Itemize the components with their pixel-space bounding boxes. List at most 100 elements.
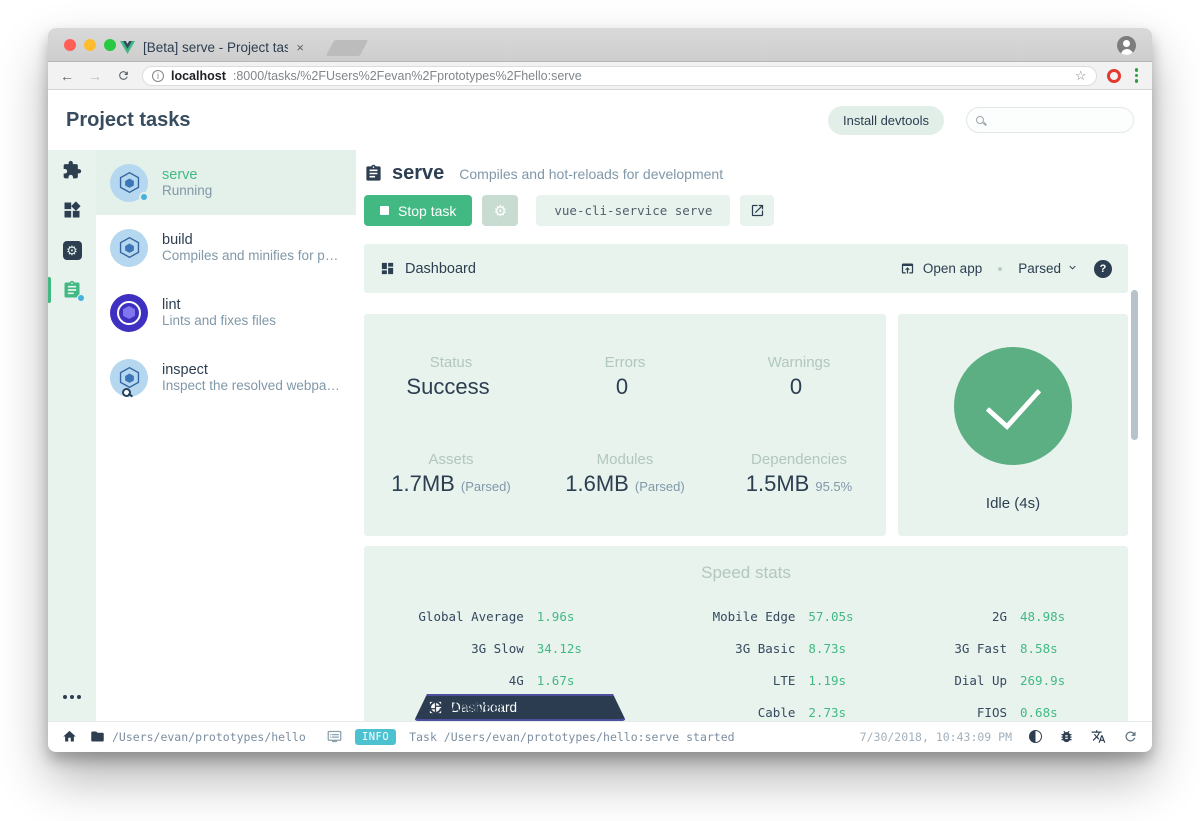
profile-icon[interactable] (1117, 36, 1136, 55)
timestamp: 7/30/2018, 10:43:09 PM (860, 730, 1012, 744)
page-title: Project tasks (66, 109, 828, 132)
task-item[interactable]: serve Running (96, 150, 356, 215)
url-path: :8000/tasks/%2FUsers%2Fevan%2Fprototypes… (233, 69, 1068, 83)
sidebar-item-tasks[interactable] (48, 270, 96, 310)
stat-value: 1.6MB (565, 471, 629, 497)
stat-cell: Status Success (364, 328, 538, 425)
task-settings-button[interactable] (482, 195, 518, 226)
dark-mode-icon[interactable] (1029, 730, 1042, 743)
page-info-icon[interactable] (152, 70, 164, 82)
running-status-dot (139, 192, 149, 202)
speed-stat-value: 2.73s (808, 705, 870, 720)
home-button[interactable] (62, 729, 77, 744)
speed-stat-label: 2G (910, 609, 1007, 624)
speed-stat-item: Dial Up 269.9s (910, 673, 1082, 688)
task-name: lint (162, 297, 276, 313)
tab-label: Analyzer (451, 700, 504, 715)
speed-stat-item: 3G Slow 34.12s (410, 641, 599, 656)
speed-stat-value: 1.96s (537, 609, 599, 624)
webpack-icon (117, 365, 142, 390)
close-window-button[interactable] (64, 39, 76, 51)
dashboard-title: Dashboard (405, 261, 476, 277)
stat-cell: Modules 1.6MB (Parsed) (538, 425, 712, 522)
idle-label: Idle (4s) (986, 495, 1040, 512)
reload-button[interactable] (114, 69, 132, 82)
back-button[interactable] (58, 68, 76, 84)
app-header: Project tasks Install devtools (48, 90, 1152, 150)
folder-icon (90, 729, 105, 744)
log-console-icon[interactable] (319, 729, 342, 744)
extension-icon[interactable] (1107, 69, 1121, 83)
browser-menu-icon[interactable] (1131, 66, 1143, 85)
minimize-window-button[interactable] (84, 39, 96, 51)
scrollbar-thumb[interactable] (1131, 290, 1138, 440)
eslint-icon (117, 301, 141, 325)
bookmark-star-icon[interactable] (1075, 68, 1087, 84)
url-host: localhost (171, 69, 226, 83)
refresh-button[interactable] (1123, 729, 1138, 744)
speed-stat-label: FIOS (910, 705, 1007, 720)
open-app-button[interactable]: Open app (900, 261, 982, 276)
stat-label: Errors (605, 354, 646, 371)
speed-stat-label: 4G (410, 673, 524, 688)
help-icon[interactable] (1094, 260, 1112, 278)
speed-stat-label: Dial Up (910, 673, 1007, 688)
stat-cell: Dependencies 1.5MB 95.5% (712, 425, 886, 522)
task-name: build (162, 232, 338, 248)
bug-report-button[interactable] (1059, 729, 1074, 744)
speed-stat-value: 34.12s (537, 641, 599, 656)
task-command: vue-cli-service serve (536, 195, 730, 226)
task-icon (110, 164, 148, 202)
stop-task-button[interactable]: Stop task (364, 195, 472, 226)
refresh-icon (1123, 729, 1138, 744)
running-task-dot (77, 294, 85, 302)
task-item[interactable]: inspect Inspect the resolved webpa… (96, 345, 356, 410)
search-input[interactable] (990, 113, 1124, 128)
magnifier-badge-icon (122, 388, 131, 397)
bug-icon (1059, 729, 1074, 744)
view-tab[interactable]: Analyzer (414, 694, 626, 721)
sidebar-item-dependencies[interactable] (48, 190, 96, 230)
tab-close-icon[interactable] (296, 40, 304, 55)
speed-stat-item: 3G Fast 8.58s (910, 641, 1082, 656)
open-in-new-button[interactable] (740, 195, 774, 226)
stat-value: 0 (790, 374, 802, 400)
stat-value: Success (406, 374, 489, 400)
translate-button[interactable] (1091, 729, 1106, 744)
speed-stat-label: LTE (639, 673, 796, 688)
speed-stat-label: 3G Fast (910, 641, 1007, 656)
install-devtools-button[interactable]: Install devtools (828, 106, 944, 135)
log-message: Task /Users/evan/prototypes/hello:serve … (409, 730, 734, 744)
url-bar[interactable]: localhost :8000/tasks/%2FUsers%2Fevan%2F… (142, 66, 1097, 86)
stop-icon (380, 206, 389, 215)
open-in-browser-icon (900, 261, 915, 276)
stat-suffix: (Parsed) (635, 479, 685, 494)
task-item[interactable]: build Compiles and minifies for p… (96, 215, 356, 280)
speed-stat-item: 3G Basic 8.73s (639, 641, 871, 656)
task-item[interactable]: lint Lints and fixes files (96, 280, 356, 345)
speed-stat-value: 1.67s (537, 673, 599, 688)
plugins-icon (62, 160, 82, 180)
speed-stat-label: Global Average (410, 609, 524, 624)
more-icon[interactable] (63, 695, 81, 699)
stat-label: Status (430, 354, 473, 371)
stat-label: Assets (428, 451, 473, 468)
task-subtitle: Inspect the resolved webpa… (162, 378, 340, 393)
search-box (966, 107, 1134, 133)
dashboard-toolbar: Dashboard Open app Parsed (364, 244, 1128, 293)
sidebar-item-plugins[interactable] (48, 150, 96, 190)
size-mode-select[interactable]: Parsed (1018, 261, 1078, 276)
browser-tab[interactable]: [Beta] serve - Project tasks - V (106, 34, 318, 61)
webpack-icon (117, 170, 142, 195)
forward-button[interactable] (86, 68, 104, 84)
new-tab-button[interactable] (326, 40, 369, 56)
task-list: serve Running (96, 150, 356, 721)
task-icon (110, 359, 148, 397)
stat-cell: Warnings 0 (712, 328, 886, 425)
project-path-button[interactable]: /Users/evan/prototypes/hello (90, 729, 306, 744)
browser-toolbar: localhost :8000/tasks/%2FUsers%2Fevan%2F… (48, 62, 1152, 90)
stat-label: Warnings (768, 354, 831, 371)
stat-label: Modules (597, 451, 654, 468)
sidebar-item-configuration[interactable] (48, 230, 96, 270)
search-icon (976, 116, 984, 124)
